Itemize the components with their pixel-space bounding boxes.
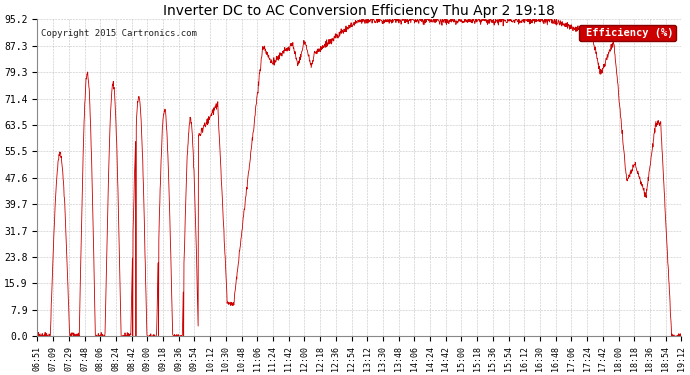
Title: Inverter DC to AC Conversion Efficiency Thu Apr 2 19:18: Inverter DC to AC Conversion Efficiency … (164, 4, 555, 18)
Text: Copyright 2015 Cartronics.com: Copyright 2015 Cartronics.com (41, 29, 197, 38)
Legend: Efficiency (%): Efficiency (%) (579, 24, 676, 41)
